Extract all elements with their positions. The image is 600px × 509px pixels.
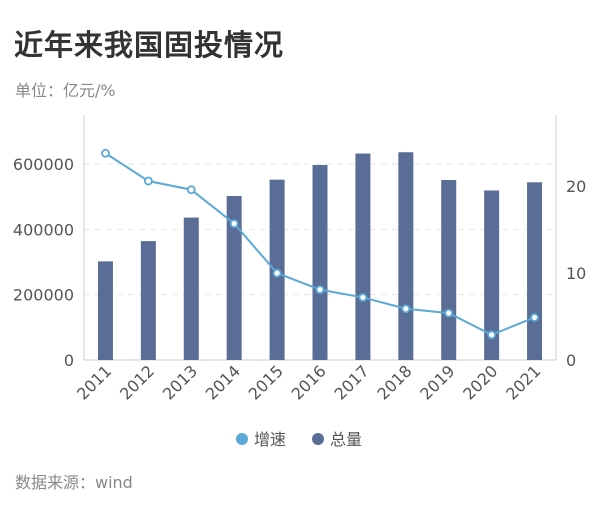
bar — [312, 164, 328, 360]
line-point — [358, 293, 368, 302]
y-right-tick-label: 10 — [566, 264, 586, 283]
x-tick-label: 2020 — [459, 361, 501, 403]
bar — [226, 196, 242, 360]
data-source: 数据来源：wind — [15, 473, 133, 492]
bar — [484, 190, 500, 360]
legend: 增速 总量 — [236, 430, 362, 449]
line-point — [186, 185, 196, 195]
y-right-tick-label: 20 — [566, 177, 586, 196]
y-right-tick-label: 0 — [566, 351, 576, 370]
bar — [527, 182, 543, 360]
y-left-tick-label: 400000 — [13, 220, 74, 239]
line-point — [229, 219, 239, 228]
x-tick-label: 2019 — [416, 361, 458, 403]
x-tick-label: 2015 — [245, 361, 287, 403]
x-tick-label: 2017 — [331, 361, 373, 403]
x-tick-label: 2011 — [73, 361, 115, 403]
x-tick-label: 2021 — [502, 361, 544, 403]
x-tick-label: 2012 — [116, 361, 158, 403]
bar — [398, 152, 414, 360]
line-point — [530, 313, 539, 322]
line-point — [143, 176, 153, 186]
chart-unit-subtitle: 单位：亿元/% — [15, 81, 116, 100]
line-point — [401, 304, 411, 314]
y-left-tick-label: 0 — [64, 351, 74, 370]
line-point — [272, 268, 282, 278]
bar — [183, 217, 199, 360]
legend-marker-total — [312, 433, 324, 445]
legend-marker-growth — [236, 433, 248, 445]
y-left-tick-label: 200000 — [13, 286, 74, 305]
x-tick-label: 2016 — [288, 361, 330, 403]
y-left-tick-label: 600000 — [13, 155, 74, 174]
x-tick-label: 2014 — [202, 361, 244, 403]
bar — [97, 261, 113, 360]
line-series — [101, 148, 539, 340]
line-point — [444, 308, 454, 318]
x-tick-label: 2018 — [373, 361, 415, 403]
x-tick-label: 2013 — [159, 361, 201, 403]
bar — [441, 180, 457, 360]
line-point — [315, 285, 325, 295]
chart-title: 近年来我国固投情况 — [14, 28, 285, 62]
line-point — [101, 148, 110, 158]
bar — [140, 241, 156, 360]
bar — [355, 153, 371, 360]
legend-label: 总量 — [330, 430, 362, 449]
line-point — [487, 330, 497, 340]
legend-label: 增速 — [254, 430, 286, 449]
